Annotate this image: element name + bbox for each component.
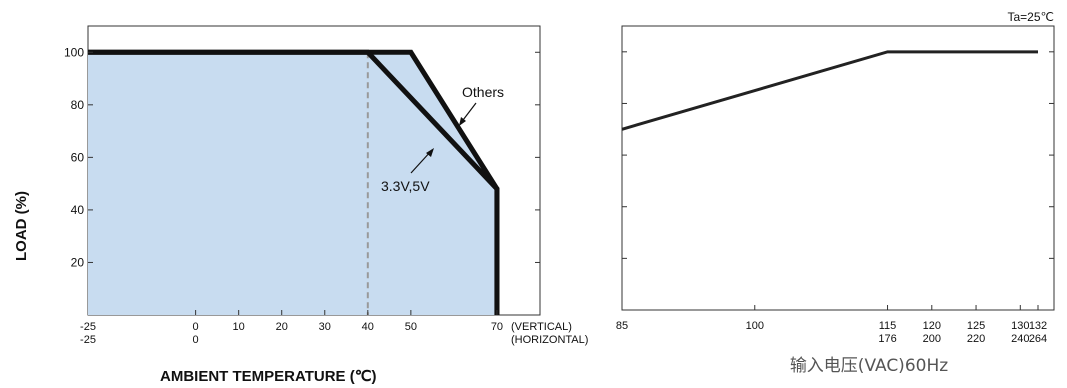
chart1-y-tick-label: 40 [71,203,85,217]
chart2-load-line [621,50,1038,131]
chart1-x-horizontal-tick-label: 0 [193,334,199,346]
chart1-y-ticks: 100 80 60 40 20 [64,45,540,269]
series-3v3-5v-line [88,49,500,315]
chart2-x-tick-label-secondary: 200 [923,333,941,345]
chart2-x-tick-label: 130 [1011,320,1029,332]
x-vertical-note: (VERTICAL) [511,321,572,333]
chart1-load-area [88,52,497,315]
chart1-y-tick-label: 80 [71,98,85,112]
chart2-x-tick-label: 120 [923,320,941,332]
chart1-x-vertical-tick-label: 10 [233,321,245,333]
label-others: Others [462,84,504,100]
chart2-x-tick-label: 115 [879,320,897,332]
x-horizontal-note: (HORIZONTAL) [511,334,588,346]
chart2-x-axis-title: 输入电压(VAC)60Hz [790,356,948,376]
arrowhead-3v3-5v [426,148,434,157]
chart2-x-tick-label: 125 [967,320,985,332]
chart1-x-vertical-tick-label: 50 [405,321,417,333]
label-3v3-5v: 3.3V,5V [381,178,430,194]
ambient-condition-label: Ta=25℃ [1007,10,1054,24]
chart1-x-vertical-tick-label: 30 [319,321,331,333]
chart2-x-tick-label: 100 [746,320,764,332]
chart1-y-axis-title: LOAD (%) [13,191,30,261]
chart1-x-vertical-tick-label: -25 [80,321,96,333]
chart2-plot-frame [621,25,1055,311]
chart2-x-tick-label-secondary: 264 [1029,333,1047,345]
chart1-x-vertical-tick-label: 70 [491,321,503,333]
chart1-x-horizontal-tick-label: -25 [80,334,96,346]
chart2-x-tick-label-secondary: 176 [878,333,896,345]
chart2-x-tick-label: 85 [616,320,628,332]
chart2-x-tick-label-secondary: 240 [1011,333,1029,345]
temperature-derating-chart: 100 80 60 40 20 -25 0 10 20 30 40 50 70 -25 0 (VERTIC… [13,25,588,385]
chart1-x-vertical-tick-label: 20 [276,321,288,333]
chart2-y-ticks [622,51,1054,259]
chart2-x-tick-label-secondary: 220 [967,333,985,345]
chart1-x-vertical-tick-label: 40 [362,321,374,333]
chart1-x-axis-title: AMBIENT TEMPERATURE (℃) [160,368,377,385]
chart1-x-vertical-tick-label: 0 [193,321,199,333]
chart1-y-tick-label: 60 [71,150,85,164]
chart1-y-tick-label: 100 [64,45,84,59]
arrowhead-others [459,117,466,126]
chart1-y-tick-label: 20 [71,255,85,269]
chart1-x-ticks: -25 0 10 20 30 40 50 70 -25 0 [80,310,503,346]
chart2-x-tick-label: 132 [1029,320,1047,332]
